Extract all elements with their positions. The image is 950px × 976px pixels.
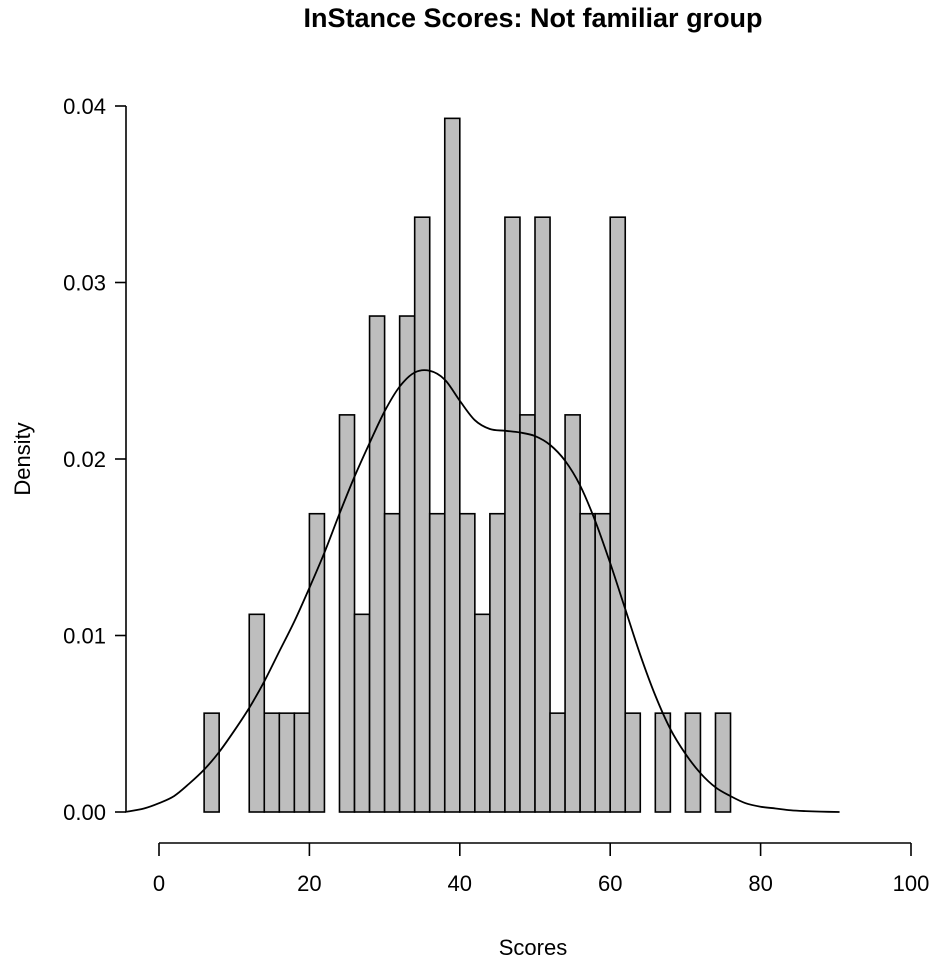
- density-curve-group: [124, 369, 840, 813]
- x-tick-label: 100: [893, 871, 930, 896]
- histogram-bar: [338, 414, 356, 813]
- x-axis-label: Scores: [499, 935, 567, 960]
- histogram-bar: [368, 315, 386, 813]
- x-tick-label: 60: [598, 871, 622, 896]
- histogram-bar: [458, 512, 476, 813]
- histogram-bar: [308, 512, 326, 813]
- histogram-bar: [714, 712, 732, 813]
- y-tick-label: 0.02: [63, 447, 106, 472]
- y-axis: 0.00 0.01 0.02 0.03 0.04: [63, 94, 127, 825]
- histogram-bar: [489, 512, 506, 813]
- histogram-bar: [579, 512, 596, 813]
- y-tick-label: 0.00: [63, 800, 106, 825]
- histogram-bar: [428, 512, 446, 813]
- histogram-bar: [534, 216, 551, 813]
- histogram-bar: [278, 712, 296, 813]
- histogram-bar: [519, 414, 536, 813]
- histogram-bars: [203, 117, 732, 813]
- histogram-bar: [248, 613, 266, 813]
- histogram-bar: [684, 712, 702, 813]
- x-axis: 0 20 40 60 80 100: [153, 842, 930, 896]
- histogram-bar: [353, 613, 371, 813]
- y-tick-label: 0.04: [63, 94, 106, 119]
- y-axis-label: Density: [10, 422, 35, 495]
- histogram-bar: [624, 712, 642, 813]
- histogram-bar: [383, 512, 401, 813]
- histogram-bar: [413, 216, 431, 813]
- x-tick-label: 40: [448, 871, 472, 896]
- histogram-bar: [549, 712, 566, 813]
- histogram-bar: [654, 712, 672, 813]
- x-tick-label: 20: [297, 871, 321, 896]
- histogram-bar: [609, 216, 627, 813]
- y-tick-label: 0.03: [63, 271, 106, 296]
- histogram-bar: [443, 117, 461, 813]
- x-tick-label: 80: [748, 871, 772, 896]
- histogram-bar: [398, 315, 416, 813]
- histogram-bar: [504, 216, 521, 813]
- density-curve: [124, 369, 840, 813]
- y-tick-label: 0.01: [63, 624, 106, 649]
- histogram-bar: [474, 613, 491, 813]
- chart-title: InStance Scores: Not familiar group: [303, 3, 762, 33]
- x-tick-label: 0: [153, 871, 165, 896]
- histogram-bar: [293, 712, 311, 813]
- histogram-bar: [263, 712, 281, 813]
- histogram-bar: [564, 414, 581, 813]
